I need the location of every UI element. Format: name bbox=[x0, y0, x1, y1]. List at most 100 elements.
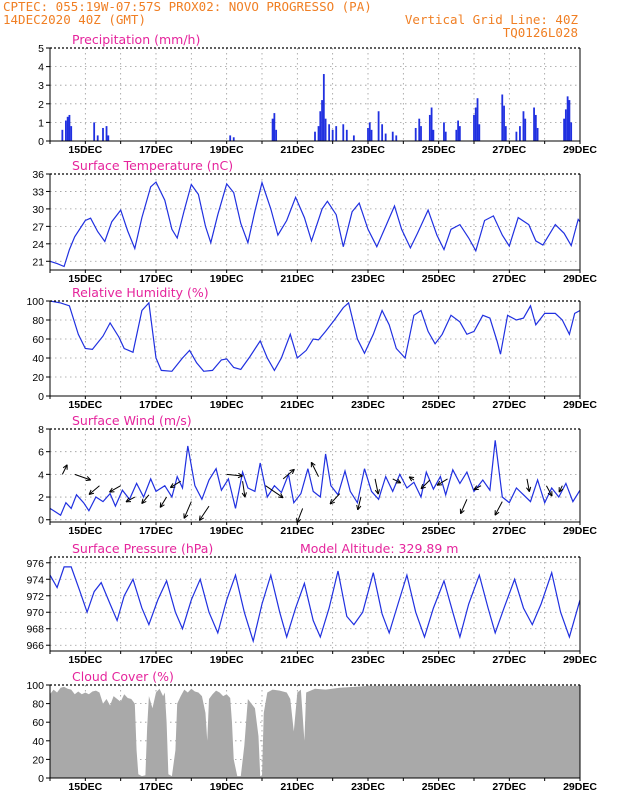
xtick-label: 23DEC bbox=[351, 399, 385, 411]
precip-bar bbox=[328, 124, 331, 141]
precip-bar bbox=[443, 122, 445, 141]
ytick-label: 0 bbox=[38, 773, 44, 785]
panel-frame bbox=[49, 557, 581, 652]
wind-arrow-head bbox=[473, 485, 479, 491]
precip-bar bbox=[503, 105, 505, 141]
wind-arrow bbox=[74, 473, 91, 481]
wind-arrow bbox=[420, 479, 431, 490]
ytick-label: 80 bbox=[32, 699, 44, 711]
wind-arrow bbox=[242, 481, 246, 498]
panel-frame bbox=[49, 174, 581, 271]
precip-bar bbox=[275, 129, 278, 141]
xtick-label: 17DEC bbox=[139, 525, 173, 537]
precip-bar bbox=[322, 74, 325, 141]
ytick-label: 4 bbox=[38, 62, 44, 74]
xtick-label: 25DEC bbox=[422, 654, 456, 666]
panel-frame bbox=[49, 48, 581, 142]
wind-arrow bbox=[61, 464, 68, 475]
precip-bar bbox=[66, 116, 69, 141]
wind-arrow bbox=[526, 478, 530, 492]
xtick-label: 15DEC bbox=[68, 654, 102, 666]
panel-annotation-pressure: Model Altitude: 329.89 m bbox=[300, 541, 458, 556]
panel-precipitation: Precipitation (mm/h) 0 1 2 3 4 5 15DEC 17DEC 19DE… bbox=[38, 32, 597, 156]
xtick-label: 17DEC bbox=[139, 654, 173, 666]
wind-arrow bbox=[296, 508, 304, 523]
wind-arrow-head bbox=[408, 476, 415, 482]
precip-bar bbox=[478, 124, 481, 141]
xtick-label: 15DEC bbox=[68, 781, 102, 793]
precip-bar bbox=[568, 100, 571, 141]
precip-bar bbox=[324, 118, 327, 141]
xtick-label: 15DEC bbox=[68, 144, 102, 156]
precip-bar bbox=[420, 126, 422, 141]
panel-humidity: Relative Humidity (%) 0 20 40 60 80 100 15DEC 17… bbox=[26, 285, 597, 411]
header-model-code: TQ0126L028 bbox=[503, 25, 578, 40]
ytick-label: 0 bbox=[38, 515, 44, 527]
ytick-label: 20 bbox=[32, 372, 44, 384]
precip-bar bbox=[68, 114, 71, 141]
wind-arrow bbox=[545, 485, 553, 497]
ytick-label: 970 bbox=[26, 607, 44, 619]
ytick-label: 6 bbox=[38, 447, 44, 459]
wind-arrow bbox=[141, 494, 150, 504]
wind-arrow bbox=[125, 496, 136, 503]
ytick-label: 1 bbox=[38, 117, 44, 129]
panel-frame bbox=[49, 685, 581, 779]
xtick-label: 29DEC bbox=[563, 273, 597, 285]
wind-arrow-head bbox=[459, 508, 465, 515]
precip-bar bbox=[444, 131, 447, 141]
precip-bar bbox=[474, 107, 477, 141]
wind-arrow bbox=[88, 485, 100, 495]
precip-bar bbox=[515, 131, 518, 141]
ytick-label: 0 bbox=[38, 136, 44, 148]
panel-pressure: Surface Pressure (hPa) Model Altitude: 32… bbox=[26, 541, 597, 666]
wind-arrow-head bbox=[141, 498, 147, 505]
wind-arrow bbox=[198, 505, 210, 521]
xtick-label: 15DEC bbox=[68, 525, 102, 537]
wind-arrow-head bbox=[183, 513, 189, 519]
ytick-label: 3 bbox=[38, 80, 44, 92]
precip-bar bbox=[232, 137, 235, 141]
ytick-label: 8 bbox=[38, 424, 44, 436]
precip-bar bbox=[107, 135, 110, 141]
wind-arrow-head bbox=[436, 480, 443, 486]
precip-bar bbox=[314, 131, 316, 141]
xtick-label: 23DEC bbox=[351, 273, 385, 285]
wind-arrow-head bbox=[356, 504, 362, 511]
precip-bar bbox=[335, 126, 338, 141]
xtick-label: 23DEC bbox=[351, 654, 385, 666]
precip-bar bbox=[519, 126, 521, 141]
precip-bar bbox=[65, 120, 67, 141]
precip-bar bbox=[455, 129, 458, 141]
precip-bar bbox=[564, 109, 567, 141]
precip-bar bbox=[367, 127, 369, 141]
wind-arrow-head bbox=[526, 486, 532, 492]
precip-bar bbox=[563, 118, 565, 141]
xtick-label: 19DEC bbox=[210, 399, 244, 411]
wind-arrow-head bbox=[278, 493, 284, 499]
xtick-label: 25DEC bbox=[422, 399, 456, 411]
wind-arrow-head bbox=[88, 489, 95, 495]
precip-bar bbox=[536, 127, 539, 141]
wind-arrow-head bbox=[547, 491, 553, 497]
panel-title-temperature: Surface Temperature (nC) bbox=[72, 158, 233, 173]
wind-arrow-head bbox=[374, 489, 380, 495]
wind-arrow-head bbox=[558, 487, 564, 493]
precip-bar bbox=[473, 114, 475, 141]
xtick-label: 23DEC bbox=[351, 144, 385, 156]
precip-bar bbox=[70, 126, 73, 141]
xtick-label: 25DEC bbox=[422, 781, 456, 793]
precip-bar bbox=[229, 135, 232, 141]
panel-wind: Surface Wind (m/s) 0 2 4 6 8 15DEC 17DEC 19DEC 21… bbox=[38, 413, 597, 537]
xtick-label: 19DEC bbox=[210, 525, 244, 537]
precip-bar bbox=[368, 122, 371, 141]
header-line1: CPTEC: 055:19W-07:57S PROX02: NOVO PROGR… bbox=[3, 0, 372, 14]
precip-bar bbox=[570, 122, 573, 141]
precip-bar bbox=[271, 118, 274, 141]
wind-arrow bbox=[265, 485, 284, 499]
precip-bar bbox=[432, 129, 435, 141]
wind-arrow-head bbox=[125, 497, 132, 503]
precip-bar bbox=[533, 107, 535, 141]
panel-title-wind: Surface Wind (m/s) bbox=[72, 413, 192, 428]
wind-arrow bbox=[357, 496, 362, 510]
